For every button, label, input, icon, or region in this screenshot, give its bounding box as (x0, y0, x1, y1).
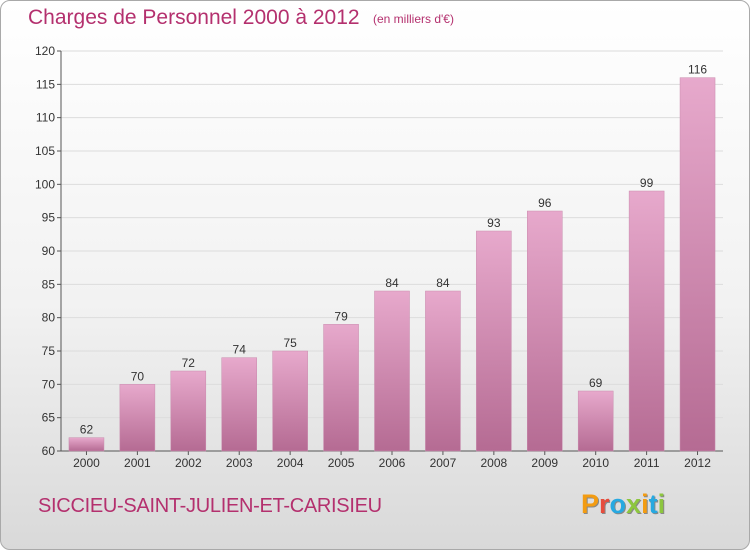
logo-letter: i (641, 489, 649, 519)
y-tick-label: 70 (42, 377, 56, 391)
x-tick-label: 2007 (430, 456, 457, 470)
y-tick-label: 95 (42, 211, 56, 225)
bar-2009 (527, 210, 563, 452)
bar-2007 (425, 290, 461, 452)
y-tick-label: 60 (42, 444, 56, 458)
x-tick-label: 2012 (684, 456, 711, 470)
chart-title: Charges de Personnel 2000 à 2012 (28, 6, 360, 29)
place-name: SICCIEU-SAINT-JULIEN-ET-CARISIEU (38, 495, 382, 517)
bar-2000 (68, 437, 105, 452)
y-tick-label: 65 (42, 411, 56, 425)
logo-letter: x (626, 489, 642, 519)
bar-2006 (374, 290, 410, 452)
logo-letter: i (657, 489, 666, 519)
bar-2001 (119, 384, 156, 452)
data-label: 99 (640, 176, 654, 190)
y-tick-label: 120 (35, 44, 55, 58)
data-label: 116 (688, 63, 707, 77)
data-label: 96 (538, 196, 552, 210)
x-tick-label: 2006 (379, 456, 406, 470)
x-tick-label: 2004 (277, 456, 304, 470)
logo-letter: P (581, 489, 600, 519)
data-label: 62 (80, 423, 94, 437)
y-tick-label: 85 (42, 277, 56, 291)
data-label: 75 (283, 336, 297, 350)
x-tick-label: 2003 (226, 456, 253, 470)
bar-2005 (323, 324, 359, 452)
bar-2002 (170, 370, 207, 452)
bar-2012 (679, 77, 716, 452)
bars (68, 77, 716, 452)
x-tick-label: 2001 (124, 456, 151, 470)
x-tick-label: 2008 (480, 456, 507, 470)
chart-subtitle: (en milliers d'€) (373, 12, 454, 26)
bar-2008 (476, 230, 512, 452)
proxiti-logo[interactable]: Proxiti (581, 489, 665, 520)
x-tick-label: 2011 (634, 456, 660, 470)
bar-2003 (221, 357, 257, 452)
y-tick-label: 110 (36, 111, 55, 125)
data-label: 93 (487, 216, 501, 230)
x-tick-label: 2002 (175, 456, 202, 470)
y-tick-label: 105 (35, 144, 55, 158)
logo-letter: t (648, 489, 658, 519)
y-tick-label: 100 (35, 177, 55, 191)
data-label: 70 (131, 369, 145, 383)
logo-letter: o (609, 489, 627, 519)
x-tick-label: 2009 (531, 456, 558, 470)
y-tick-label: 75 (42, 344, 56, 358)
data-label: 79 (334, 309, 348, 323)
bar-2010 (577, 390, 614, 452)
logo-letter: r (599, 489, 610, 519)
data-label: 74 (233, 343, 247, 357)
data-label: 84 (385, 276, 399, 290)
data-label: 72 (182, 356, 196, 370)
data-label: 69 (589, 376, 603, 390)
y-tick-label: 115 (36, 77, 55, 91)
x-tick-label: 2010 (582, 456, 609, 470)
x-tick-label: 2005 (328, 456, 355, 470)
bar-2011 (628, 190, 665, 452)
y-tick-label: 80 (42, 311, 56, 325)
x-tick-label: 2000 (73, 456, 100, 470)
bar-2004 (272, 350, 308, 452)
labels: 62 2000 70 2001 72 2002 74 2003 75 2004 79 2005 84 20… (73, 63, 711, 470)
y-tick-label: 90 (42, 244, 56, 258)
data-label: 84 (436, 276, 450, 290)
